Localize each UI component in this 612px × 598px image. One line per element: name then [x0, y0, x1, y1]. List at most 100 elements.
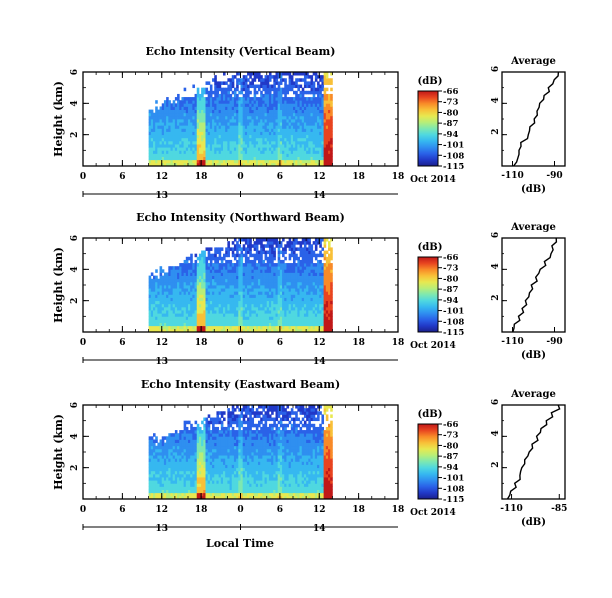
heatmap-cell — [229, 266, 233, 270]
heatmap-cell — [220, 162, 224, 167]
heatmap-cell — [233, 97, 237, 101]
heatmap-cell — [172, 285, 176, 289]
heatmap-cell — [323, 131, 327, 136]
heatmap-cell — [293, 112, 296, 117]
heatmap-cell — [288, 241, 292, 245]
heatmap-cell — [177, 477, 180, 481]
heatmap-cell — [225, 303, 228, 308]
heatmap-cell — [238, 256, 241, 261]
heatmap-cell — [330, 310, 333, 314]
heatmap-cell — [196, 294, 200, 298]
heatmap-cell — [314, 244, 318, 248]
heatmap-cell — [323, 97, 327, 101]
heatmap-cell — [306, 115, 309, 120]
heatmap-cell — [244, 238, 248, 242]
heatmap-cell — [260, 100, 263, 104]
heatmap-cell — [161, 439, 165, 443]
heatmap-cell — [247, 140, 250, 145]
heatmap-cell — [238, 103, 241, 107]
heatmap-cell — [312, 131, 316, 136]
heatmap-cell — [185, 492, 189, 497]
heatmap-cell — [266, 162, 270, 167]
heatmap-cell — [207, 250, 211, 255]
heatmap-cell — [275, 156, 279, 161]
heatmap-cell — [299, 291, 303, 295]
heatmap-cell — [220, 306, 224, 311]
heatmap-cell — [218, 263, 222, 267]
heatmap-cell — [231, 266, 235, 270]
heatmap-cell — [301, 303, 305, 308]
heatmap-cell — [153, 313, 156, 317]
heatmap-cell — [177, 458, 180, 462]
heatmap-cell — [203, 253, 206, 258]
heatmap-cell — [255, 147, 259, 151]
heatmap-cell — [290, 150, 294, 154]
heatmap-cell — [284, 153, 287, 157]
heatmap-cell — [181, 480, 185, 484]
x-tick-label: 18 — [352, 172, 365, 182]
colorbar-tick-label: -115 — [443, 162, 464, 172]
heatmap-cell — [286, 162, 290, 167]
heatmap-cell — [306, 238, 309, 242]
heatmap-cell — [314, 125, 318, 129]
heatmap-cell — [170, 448, 174, 453]
heatmap-cell — [284, 131, 287, 136]
heatmap-cell — [174, 483, 178, 487]
heatmap-cell — [205, 266, 209, 270]
heatmap-cell — [185, 470, 189, 475]
heatmap-cell — [157, 156, 160, 161]
heatmap-cell — [209, 306, 213, 311]
heatmap-cell — [179, 266, 182, 270]
heatmap-cell — [247, 306, 250, 311]
heatmap-cell — [225, 272, 228, 276]
heatmap-cell — [177, 486, 180, 490]
heatmap-cell — [319, 119, 322, 123]
heatmap-cell — [181, 288, 185, 292]
heatmap-cell — [264, 122, 268, 126]
heatmap-cell — [242, 87, 246, 92]
heatmap-cell — [183, 156, 187, 161]
heatmap-cell — [159, 125, 163, 129]
heatmap-cell — [174, 106, 178, 110]
heatmap-cell — [301, 87, 305, 92]
heatmap-cell — [258, 153, 261, 157]
heatmap-cell — [310, 310, 314, 314]
heatmap-cell — [223, 316, 226, 320]
heatmap-cell — [194, 322, 198, 327]
heatmap-cell — [201, 122, 204, 126]
heatmap-cell — [233, 159, 237, 164]
heatmap-cell — [150, 439, 154, 443]
heatmap-cell — [185, 464, 189, 469]
heatmap-cell — [196, 285, 200, 289]
heatmap-cell — [148, 294, 152, 298]
heatmap-cell — [201, 294, 204, 298]
heatmap-cell — [277, 103, 281, 107]
heatmap-cell — [225, 306, 228, 311]
panel-2: Echo Intensity (Northward Beam)0 6 12 18 0 6 1… — [52, 211, 566, 367]
heatmap-cell — [266, 159, 270, 164]
heatmap-cell — [179, 128, 182, 132]
heatmap-cell — [201, 310, 204, 314]
heatmap-cell — [330, 100, 333, 104]
heatmap-cell — [214, 150, 217, 154]
heatmap-cell — [247, 119, 250, 123]
heatmap-cell — [185, 319, 189, 323]
heatmap-cell — [198, 269, 202, 273]
heatmap-cell — [295, 97, 298, 101]
heatmap-cell — [290, 319, 294, 323]
heatmap-cell — [266, 259, 270, 264]
heatmap-cell — [236, 109, 239, 114]
heatmap-cell — [214, 144, 217, 148]
heatmap-cell — [233, 281, 237, 286]
heatmap-cell — [231, 90, 235, 95]
heatmap-cell — [308, 319, 311, 323]
heatmap-cell — [155, 285, 158, 289]
heatmap-cell — [242, 316, 246, 320]
heatmap-cell — [170, 294, 174, 298]
heatmap-cell — [240, 272, 244, 276]
heatmap-cell — [159, 128, 163, 132]
average-x-label: (dB) — [521, 184, 546, 195]
heatmap-cell — [225, 281, 228, 286]
heatmap-cell — [273, 125, 276, 129]
heatmap-cell — [218, 81, 222, 85]
